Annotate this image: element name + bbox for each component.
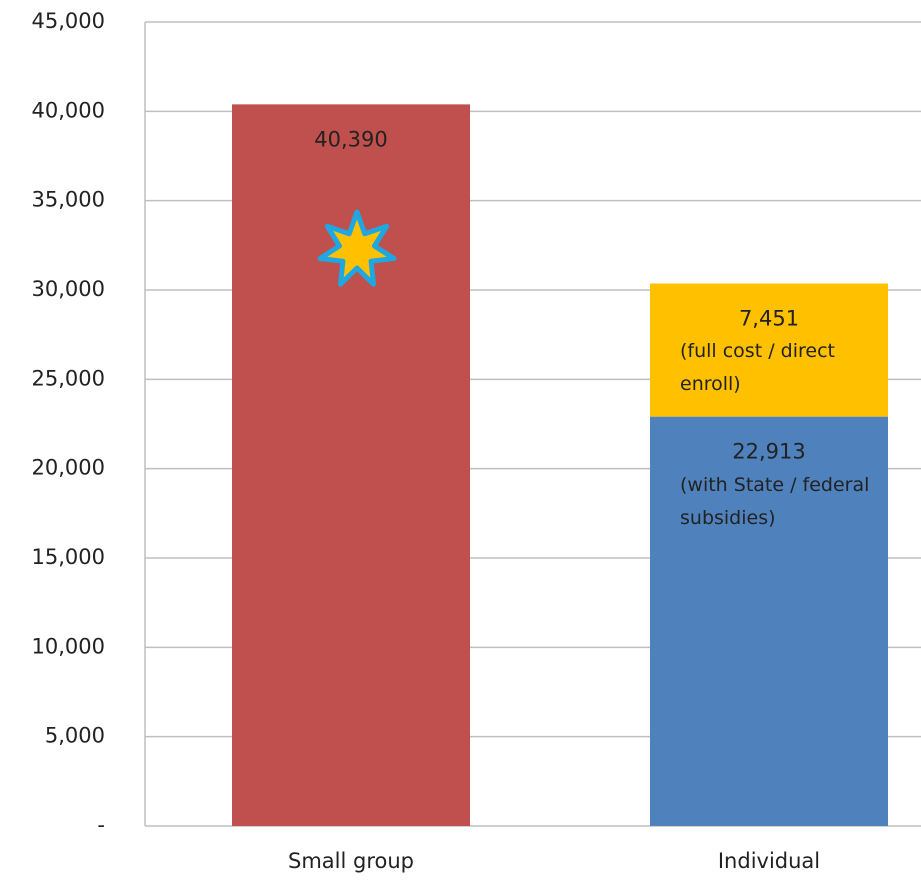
y-tick-label: 30,000 [32,277,105,301]
y-tick-label: 15,000 [32,545,105,569]
y-tick-label: 25,000 [32,366,105,390]
y-tick-label: 45,000 [32,9,105,33]
data-label: 40,390 [314,127,387,151]
x-tick-label: Small group [288,849,414,873]
series-annotation: (full cost / direct enroll) [680,340,835,396]
bar-segment [650,416,888,826]
data-label: 22,913 [732,440,805,464]
series-annotation: (with State / federal subsidies) [680,473,870,529]
y-tick-label: 5,000 [45,724,105,748]
annotation-text: (with State / federal subsidies) [680,473,870,529]
data-label: 7,451 [739,306,799,330]
star-icon [317,209,397,287]
y-tick-label: 35,000 [32,188,105,212]
y-tick-label: 10,000 [32,634,105,658]
y-tick-label: 40,000 [32,98,105,122]
bar-segment [232,104,470,826]
x-tick-label: Individual [718,849,820,873]
bar-segment [650,283,888,417]
y-tick-label: - [97,813,105,837]
annotation-text: (full cost / direct enroll) [680,340,835,396]
y-tick-label: 20,000 [32,456,105,480]
